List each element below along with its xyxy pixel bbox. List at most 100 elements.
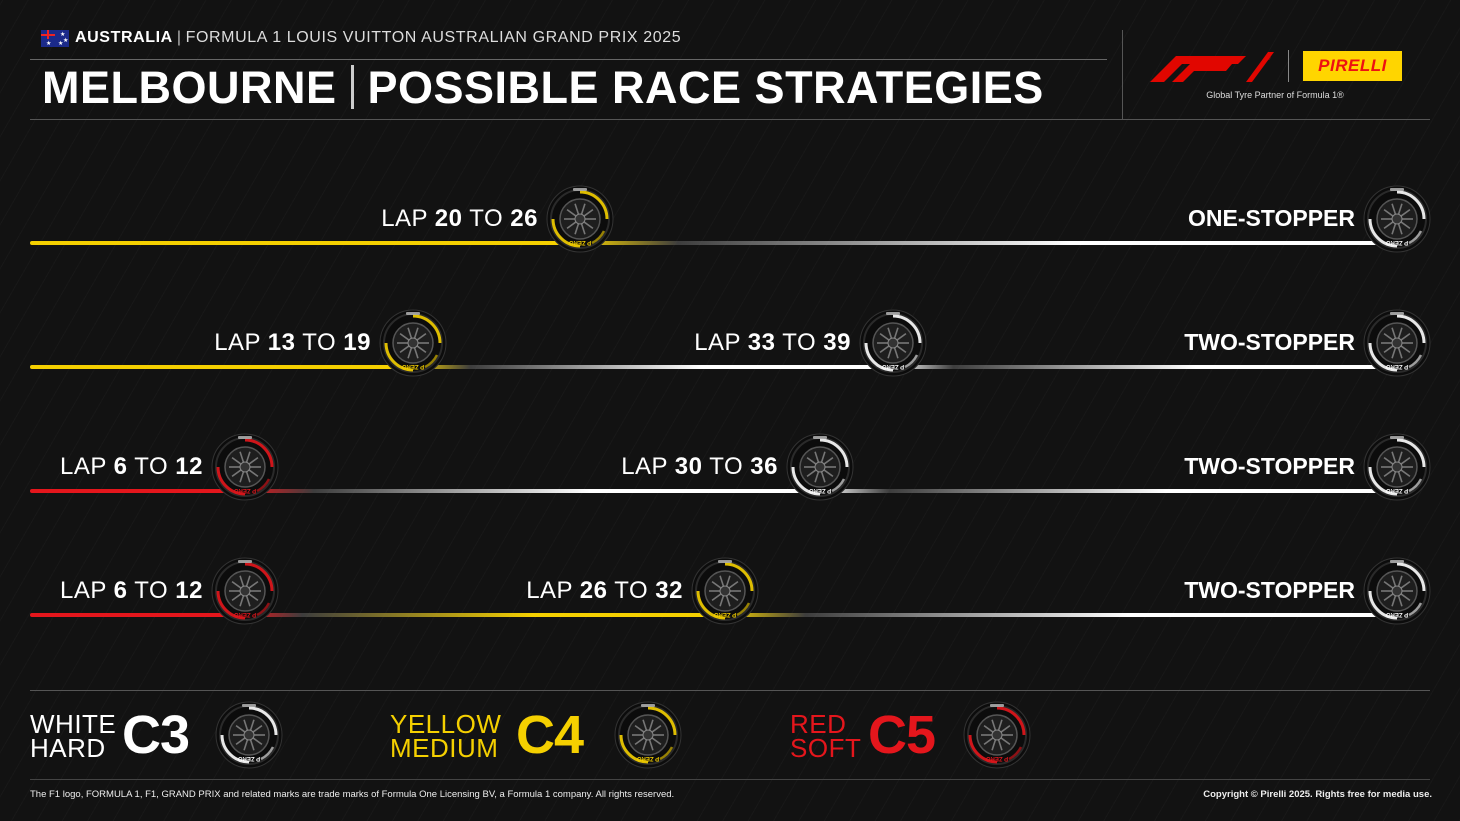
lap-window-label: LAP 6 TO 12 [60, 453, 203, 481]
pit-stop-tyre-icon: P ZERO [379, 309, 447, 377]
stint-line [30, 613, 245, 617]
svg-text:P ZERO: P ZERO [637, 755, 660, 761]
australia-flag-icon: ★ ★ ★ ★ [41, 30, 69, 47]
svg-text:P ZERO: P ZERO [809, 487, 832, 493]
finish-tyre-icon: P ZERO [1363, 185, 1431, 253]
lap-from: 13 [267, 329, 296, 356]
to-word: TO [127, 577, 176, 604]
svg-text:P ZERO: P ZERO [1386, 239, 1409, 245]
lap-window-label: LAP 13 TO 19 [214, 329, 371, 357]
lap-word: LAP [214, 329, 268, 356]
svg-text:P ZERO: P ZERO [569, 239, 592, 245]
stint-line [820, 489, 1397, 493]
header-bottom-rule [30, 119, 1430, 120]
strategy-type-label: TWO-STOPPER [1184, 453, 1355, 479]
finish-tyre-icon: P ZERO [1363, 557, 1431, 625]
lap-window-label: LAP 33 TO 39 [694, 329, 851, 357]
lap-to: 32 [655, 577, 683, 604]
pit-stop-tyre-icon: P ZERO [859, 309, 927, 377]
svg-text:P ZERO: P ZERO [1386, 611, 1409, 617]
f1-logo-icon: ® [1150, 52, 1274, 82]
stint-line [245, 489, 820, 493]
pit-stop-tyre-icon: P ZERO [546, 185, 614, 253]
to-word: TO [775, 329, 824, 356]
title-subject: POSSIBLE RACE STRATEGIES [367, 62, 1044, 113]
legend-hardness: HARD [30, 733, 106, 763]
svg-text:P ZERO: P ZERO [882, 363, 905, 369]
title-city: MELBOURNE [42, 62, 337, 113]
header-rule [30, 59, 1107, 60]
stint-line [580, 241, 1397, 245]
header-separator: | [176, 29, 182, 46]
lap-word: LAP [526, 577, 580, 604]
stint-line [30, 489, 245, 493]
lap-to: 39 [823, 329, 851, 356]
strategy-type-label: ONE-STOPPER [1188, 205, 1355, 231]
svg-text:P ZERO: P ZERO [238, 755, 261, 761]
finish-tyre-icon: P ZERO [1363, 433, 1431, 501]
to-word: TO [702, 453, 751, 480]
legend-compound-name: WHITE HARD [30, 711, 116, 763]
lap-from: 30 [674, 453, 703, 480]
legend-compound-code: C3 [122, 705, 190, 765]
legend-compound-name: RED SOFT [790, 709, 862, 763]
pit-stop-tyre-icon: P ZERO [786, 433, 854, 501]
lap-from: 33 [747, 329, 776, 356]
pit-stop-tyre-icon: P ZERO [691, 557, 759, 625]
lap-from: 6 [113, 453, 128, 480]
lap-from: 26 [579, 577, 608, 604]
legend-colour: RED [790, 709, 847, 739]
to-word: TO [295, 329, 344, 356]
svg-text:P ZERO: P ZERO [986, 755, 1009, 761]
legend-colour: YELLOW [390, 709, 502, 739]
event-name: FORMULA 1 LOUIS VUITTON AUSTRALIAN GRAND… [185, 29, 682, 46]
strategy-type-label: TWO-STOPPER [1184, 329, 1355, 355]
svg-text:P ZERO: P ZERO [1386, 487, 1409, 493]
lap-window-label: LAP 20 TO 26 [381, 205, 538, 233]
stint-line [413, 365, 893, 369]
lap-from: 6 [113, 577, 128, 604]
lap-to: 12 [175, 453, 203, 480]
stint-line [725, 613, 1397, 617]
stint-line [245, 613, 725, 617]
lap-to: 26 [510, 205, 538, 232]
svg-text:P ZERO: P ZERO [1386, 363, 1409, 369]
page-title: MELBOURNE POSSIBLE RACE STRATEGIES [42, 62, 1044, 114]
finish-tyre-icon: P ZERO [1363, 309, 1431, 377]
pit-stop-tyre-icon: P ZERO [211, 557, 279, 625]
lap-word: LAP [694, 329, 748, 356]
svg-text:P ZERO: P ZERO [402, 363, 425, 369]
event-line: AUSTRALIA | FORMULA 1 LOUIS VUITTON AUSTRA… [75, 29, 681, 47]
to-word: TO [127, 453, 176, 480]
lap-word: LAP [621, 453, 675, 480]
pirelli-logo: PIRELLI [1303, 51, 1402, 81]
legend-tyre-icon: P ZERO [614, 701, 682, 769]
pit-stop-tyre-icon: P ZERO [211, 433, 279, 501]
legend-tyre-icon: P ZERO [963, 701, 1031, 769]
lap-word: LAP [60, 453, 114, 480]
trademark-notice: The F1 logo, FORMULA 1, F1, GRAND PRIX a… [30, 789, 675, 800]
svg-text:P ZERO: P ZERO [714, 611, 737, 617]
stint-line [30, 241, 580, 245]
legend-compound-name: YELLOW MEDIUM [390, 709, 502, 763]
to-word: TO [607, 577, 656, 604]
legend-tyre-icon: P ZERO [215, 701, 283, 769]
lap-window-label: LAP 30 TO 36 [621, 453, 778, 481]
legend-hardness: SOFT [790, 733, 862, 763]
to-word: TO [462, 205, 511, 232]
lap-to: 36 [750, 453, 778, 480]
svg-text:P ZERO: P ZERO [234, 487, 257, 493]
legend-compound-code: C4 [516, 705, 584, 765]
lap-window-label: LAP 26 TO 32 [526, 577, 683, 605]
stint-line [893, 365, 1397, 369]
legend-hardness: MEDIUM [390, 733, 499, 763]
partner-caption: Global Tyre Partner of Formula 1® [1206, 90, 1344, 100]
lap-word: LAP [381, 205, 435, 232]
stint-line [30, 365, 413, 369]
lap-window-label: LAP 6 TO 12 [60, 577, 203, 605]
title-separator [350, 65, 354, 109]
header-divider [1122, 30, 1123, 119]
copyright-notice: Copyright © Pirelli 2025. Rights free fo… [1203, 789, 1432, 800]
lap-to: 12 [175, 577, 203, 604]
logo-separator [1288, 50, 1289, 82]
